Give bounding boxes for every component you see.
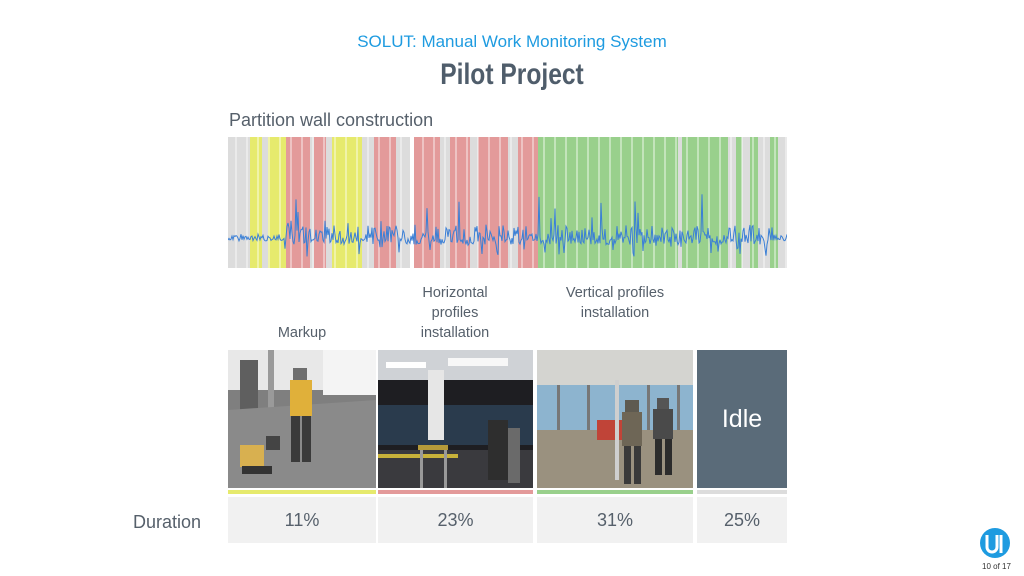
timeline-band-idle [678, 137, 682, 268]
timeline-band-vertical [736, 137, 742, 268]
idle-box: Idle [697, 350, 787, 488]
timeline-band-idle [470, 137, 480, 268]
timeline-band-horizontal [286, 137, 310, 268]
solut-logo-icon [980, 528, 1010, 558]
stage-label-vertical: Vertical profiles installation [565, 285, 665, 321]
timeline-band-idle [742, 137, 750, 268]
idle-color-strip [697, 490, 787, 494]
duration-markup: 11% [228, 497, 376, 543]
markup-color-strip [228, 490, 376, 494]
timeline-band-vertical [750, 137, 758, 268]
duration-label: Duration [133, 512, 202, 532]
timeline-band-idle [310, 137, 314, 268]
timeline-band-markup [268, 137, 286, 268]
activity-timeline-chart [228, 137, 787, 268]
timeline-band-horizontal [518, 137, 538, 268]
timeline-band-idle [228, 137, 250, 268]
timeline-band-idle [326, 137, 332, 268]
page-number: 10 of 17 [982, 562, 1011, 571]
duration-idle: 25% [697, 497, 787, 543]
timeline-band-idle [778, 137, 787, 268]
timeline-band-vertical [770, 137, 778, 268]
duration-vertical: 31% [537, 497, 693, 543]
timeline-band-idle [396, 137, 410, 268]
duration-horizontal: 23% [378, 497, 533, 543]
vertical-color-strip [537, 490, 693, 494]
subtitle: SOLUT: Manual Work Monitoring System [357, 32, 667, 51]
timeline-signal [228, 194, 787, 257]
timeline-band-horizontal [478, 137, 508, 268]
horizontal-color-strip [378, 490, 533, 494]
horizontal-photo [378, 350, 533, 488]
stage-label-markup: Markup [277, 325, 327, 341]
markup-photo [228, 350, 376, 488]
idle-label: Idle [721, 404, 763, 433]
stage-label-horizontal: Horizontal profiles installation [420, 285, 490, 341]
timeline-band-idle [508, 137, 518, 268]
timeline-band-horizontal [374, 137, 396, 268]
timeline-band-idle [728, 137, 736, 268]
timeline-band-markup [250, 137, 262, 268]
section-title: Partition wall construction [229, 110, 434, 130]
vertical-photo [537, 350, 693, 488]
timeline-band-idle [262, 137, 268, 268]
page-title: Pilot Project [440, 58, 584, 91]
timeline-band-horizontal [414, 137, 440, 268]
